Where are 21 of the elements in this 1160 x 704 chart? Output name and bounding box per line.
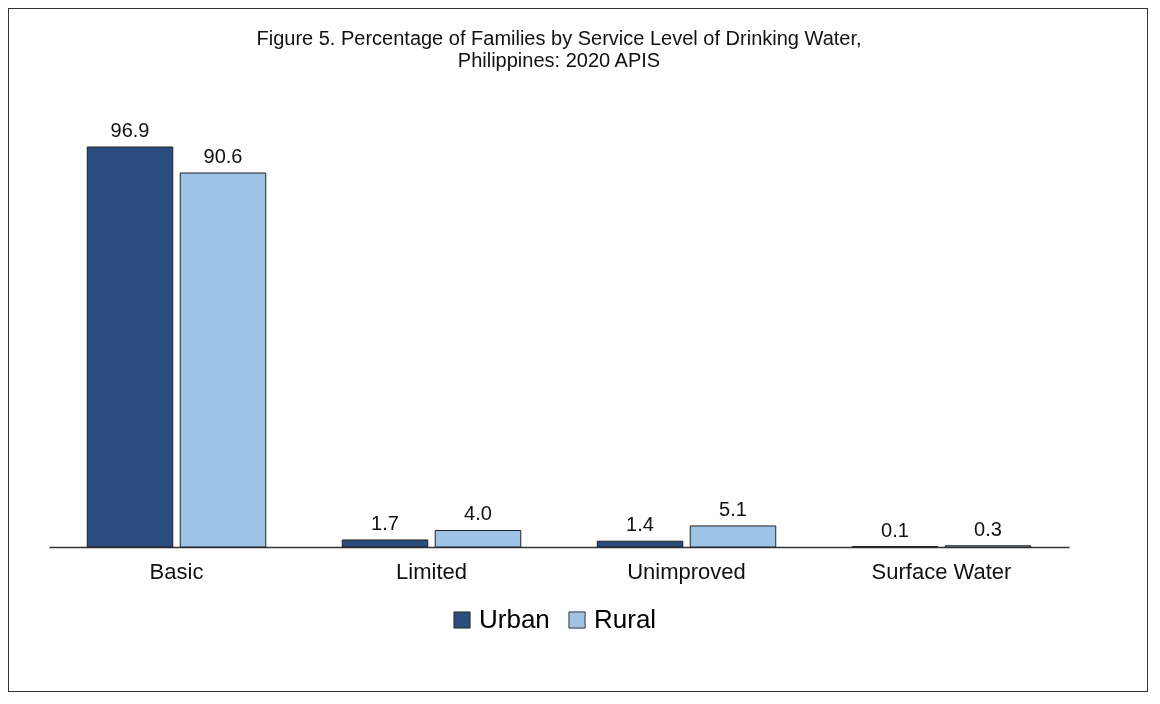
- bar: [689, 525, 777, 548]
- bar: [434, 529, 522, 548]
- data-label: 1.4: [626, 513, 654, 536]
- bar: [596, 540, 684, 548]
- bar: [86, 146, 174, 548]
- data-label: 1.7: [371, 511, 399, 534]
- legend-label: Rural: [594, 604, 657, 634]
- bar: [179, 172, 267, 548]
- data-label: 4.0: [464, 502, 492, 525]
- chart-title: Figure 5. Percentage of Families by Service Level of Drinking Water, Philippines: 2020 APIS: [256, 27, 862, 71]
- legend-label: Urban: [479, 604, 550, 634]
- data-label: 90.6: [203, 145, 243, 168]
- data-label: 0.3: [974, 517, 1002, 540]
- x-tick-label: Surface Water: [871, 558, 1012, 584]
- x-tick-label: Basic: [149, 558, 204, 584]
- x-tick-label: Unimproved: [627, 558, 746, 584]
- data-label: 96.9: [110, 119, 150, 141]
- x-tick-label: Limited: [396, 558, 467, 584]
- data-label: 0.1: [881, 518, 909, 541]
- bar: [341, 539, 429, 548]
- data-label: 5.1: [719, 497, 747, 520]
